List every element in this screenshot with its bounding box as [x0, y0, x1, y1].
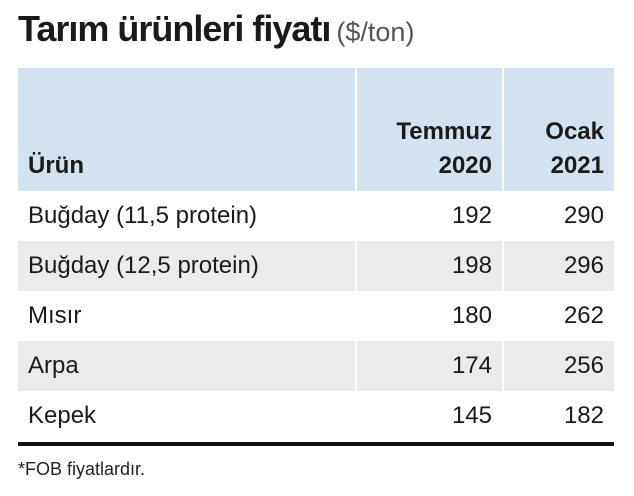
- footnote: *FOB fiyatlardır.: [18, 459, 146, 479]
- bottom-rule: [18, 442, 614, 446]
- price-cell: 256: [502, 341, 614, 391]
- column-header: Temmuz 2020: [355, 68, 503, 191]
- price-cell: 290: [502, 191, 614, 241]
- column-header: Ocak 2021: [502, 68, 614, 191]
- product-cell: Arpa: [18, 341, 356, 391]
- price-cell: 198: [355, 241, 503, 291]
- product-cell: Buğday (12,5 protein): [18, 241, 356, 291]
- table-row: Buğday (11,5 protein) 192 290: [18, 191, 614, 241]
- header-row: Ürün Temmuz 2020 Ocak 2021: [18, 68, 614, 191]
- table-row: Mısır 180 262: [18, 291, 614, 341]
- price-cell: 296: [502, 241, 614, 291]
- price-cell: 182: [502, 391, 614, 441]
- header-text: 2020: [438, 152, 492, 179]
- price-cell: 262: [502, 291, 614, 341]
- price-cell: 145: [355, 391, 503, 441]
- unit: ($/ton): [336, 17, 415, 47]
- title: Tarım ürünleri fiyatı: [18, 8, 331, 49]
- header-text: 2021: [550, 152, 604, 179]
- header-text: Ürün: [28, 152, 84, 179]
- table-row: Buğday (12,5 protein) 198 296: [18, 241, 614, 291]
- price-cell: 174: [355, 341, 503, 391]
- price-table: Ürün Temmuz 2020 Ocak 2021 Buğday (11,5 prot…: [18, 68, 614, 441]
- table-row: Arpa 174 256: [18, 341, 614, 391]
- product-cell: Buğday (11,5 protein): [28, 202, 258, 229]
- header-text: Temmuz: [396, 118, 492, 145]
- price-cell: 180: [355, 291, 503, 341]
- product-cell: Mısır: [28, 302, 82, 329]
- header-text: Ocak: [545, 118, 604, 145]
- table-body: Buğday (11,5 protein) 192 290 Buğday (12,5 …: [18, 191, 614, 441]
- price-cell: 192: [355, 191, 503, 241]
- product-cell: Kepek: [28, 402, 97, 429]
- table-row: Kepek 145 182: [18, 391, 614, 441]
- column-header: Ürün: [18, 68, 356, 191]
- title-block: Tarım ürünleri fiyatı ($/ton): [18, 8, 414, 50]
